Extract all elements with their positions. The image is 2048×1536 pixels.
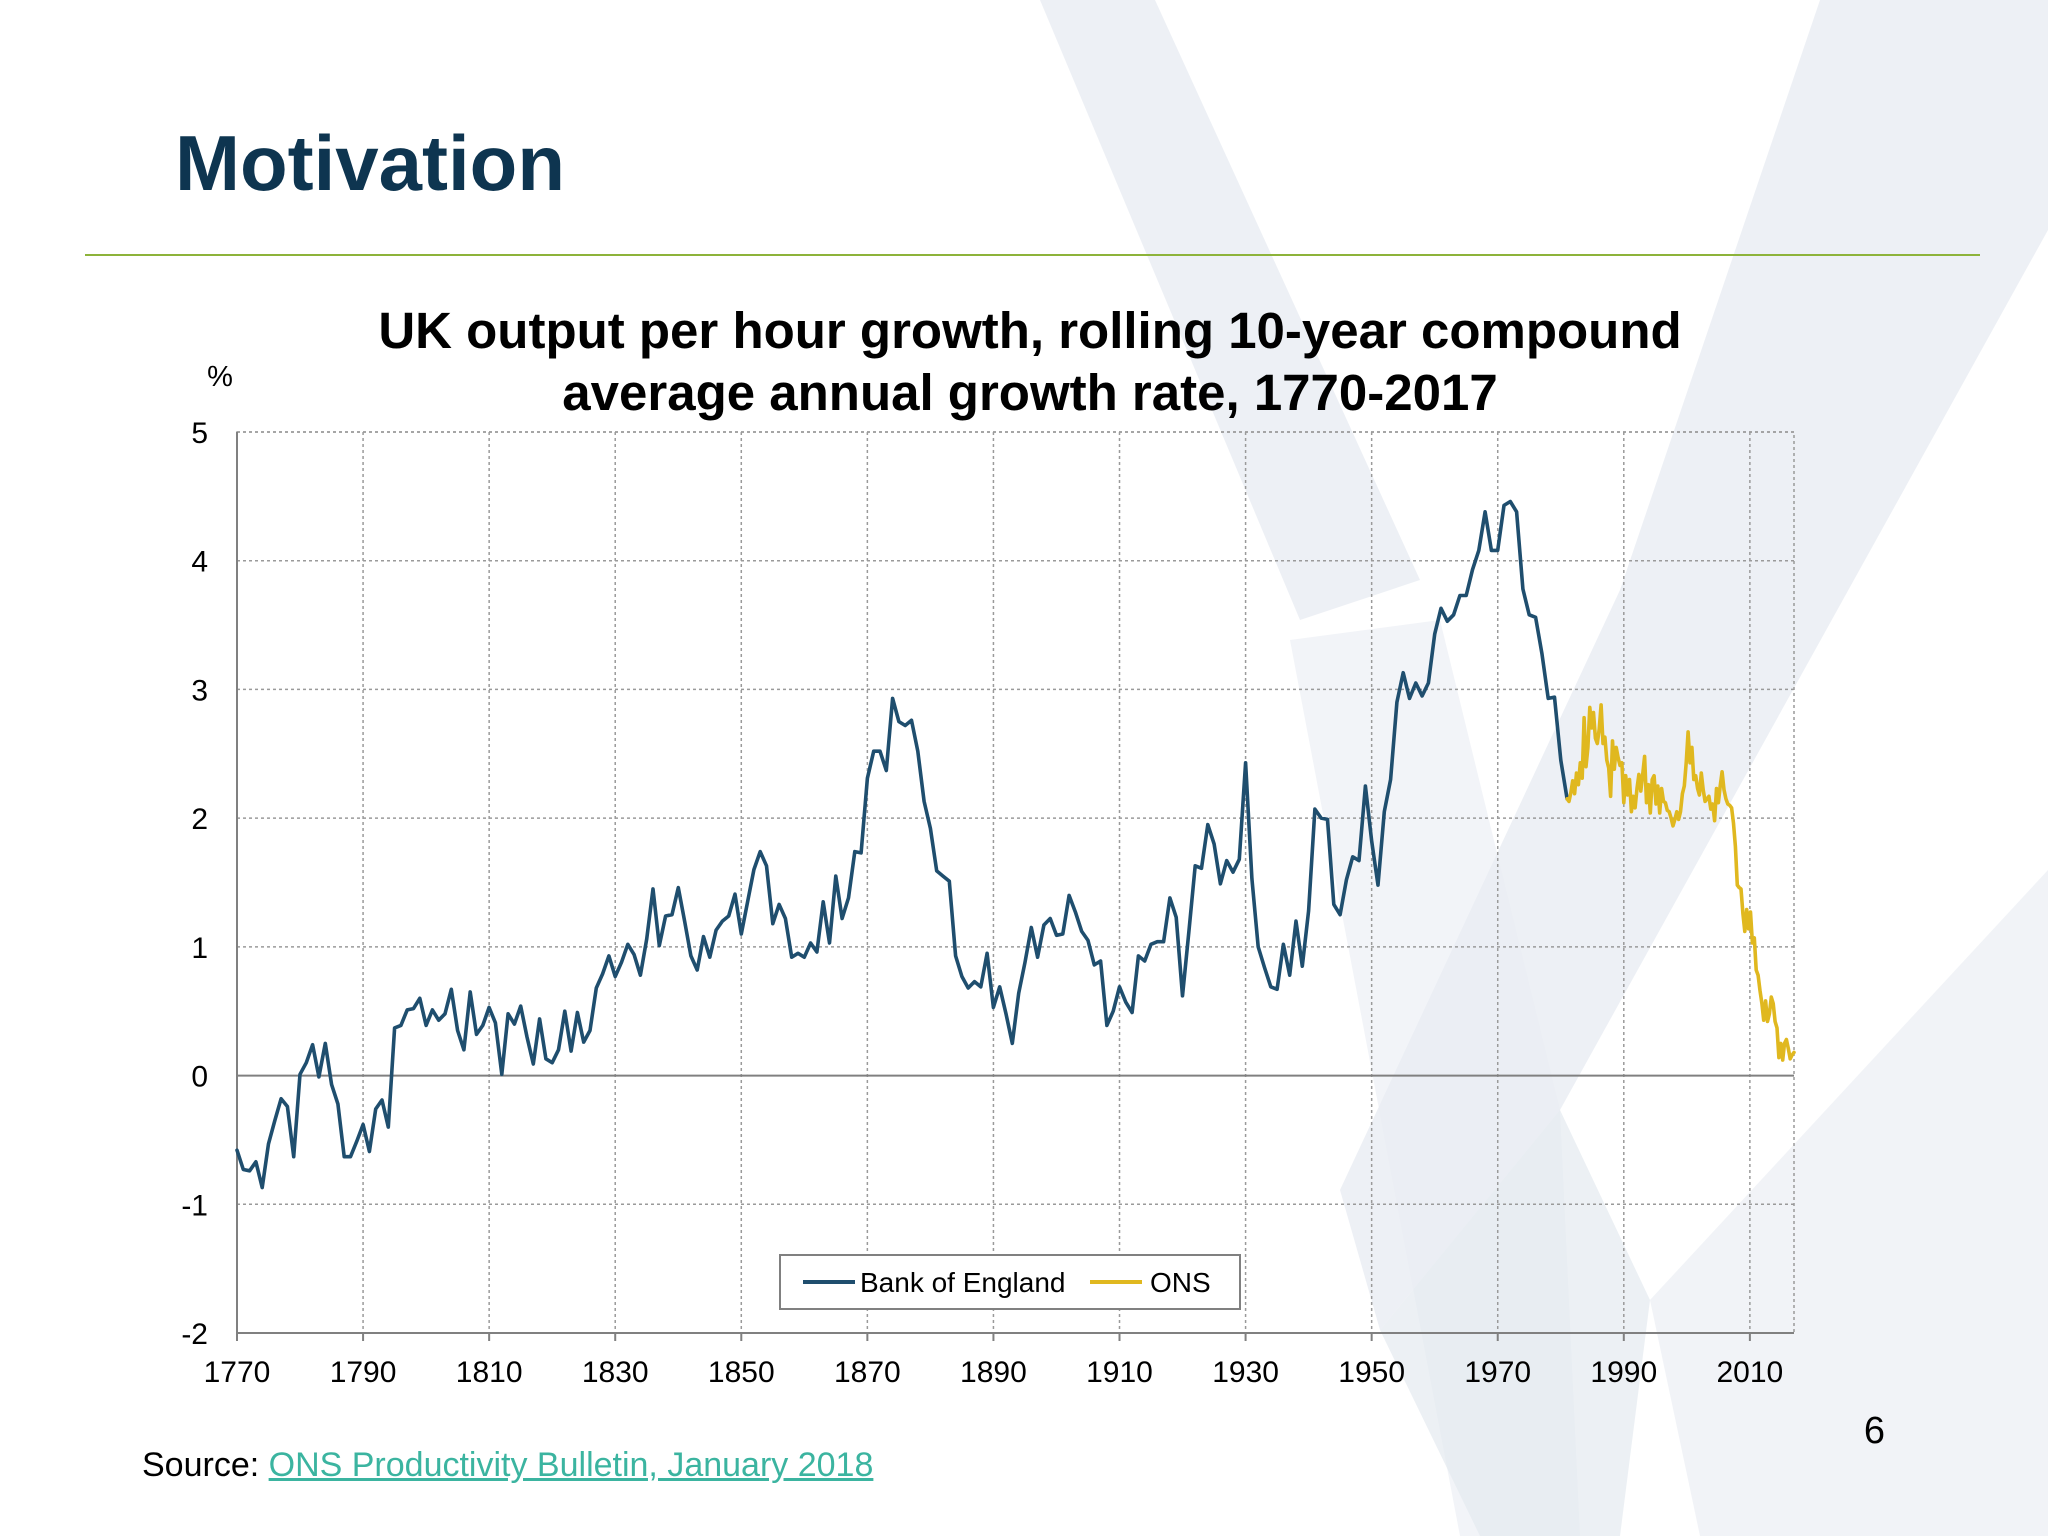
y-tick-label: 2 bbox=[191, 803, 208, 836]
source-citation: Source: ONS Productivity Bulletin, Janua… bbox=[142, 1446, 873, 1485]
legend-box bbox=[779, 1254, 1241, 1310]
source-link[interactable]: ONS Productivity Bulletin, January 2018 bbox=[268, 1446, 874, 1484]
y-tick-label: 3 bbox=[191, 674, 208, 707]
x-tick-label: 1890 bbox=[960, 1356, 1027, 1389]
x-tick-label: 2010 bbox=[1716, 1356, 1783, 1389]
y-tick-label: 5 bbox=[191, 417, 208, 450]
x-tick-label: 1790 bbox=[330, 1356, 397, 1389]
y-axis-label: % bbox=[207, 361, 233, 393]
x-tick-label: 1850 bbox=[708, 1356, 775, 1389]
y-tick-label: 1 bbox=[191, 932, 208, 965]
x-tick-label: 1830 bbox=[582, 1356, 649, 1389]
chart-title-line-1: UK output per hour growth, rolling 10-ye… bbox=[378, 302, 1682, 359]
x-tick-label: 1870 bbox=[834, 1356, 901, 1389]
legend-label: ONS bbox=[1150, 1267, 1211, 1298]
x-tick-label: 1770 bbox=[204, 1356, 271, 1389]
plot-frame bbox=[236, 431, 1795, 1334]
chart-title: UK output per hour growth, rolling 10-ye… bbox=[280, 300, 1780, 424]
x-tick-label: 1950 bbox=[1338, 1356, 1405, 1389]
title-divider bbox=[85, 254, 1980, 256]
y-tick-label: 4 bbox=[191, 546, 208, 579]
series-line-bank-of-england bbox=[235, 499, 1569, 1190]
x-tick-label: 1930 bbox=[1212, 1356, 1279, 1389]
y-tick-label: -1 bbox=[181, 1189, 208, 1222]
page-number: 6 bbox=[1863, 1410, 1885, 1452]
slide-title: Motivation bbox=[175, 119, 565, 207]
y-tick-label: -2 bbox=[181, 1318, 208, 1351]
legend-label: Bank of England bbox=[860, 1267, 1066, 1298]
y-tick-label: 0 bbox=[191, 1061, 208, 1094]
series-line-ons bbox=[1565, 703, 1796, 1062]
source-prefix: Source: bbox=[142, 1446, 269, 1484]
x-tick-label: 1910 bbox=[1086, 1356, 1153, 1389]
x-tick-label: 1810 bbox=[456, 1356, 523, 1389]
chart-title-line-2: average annual growth rate, 1770-2017 bbox=[562, 364, 1498, 421]
x-tick-label: 1990 bbox=[1590, 1356, 1657, 1389]
x-tick-label: 1970 bbox=[1464, 1356, 1531, 1389]
